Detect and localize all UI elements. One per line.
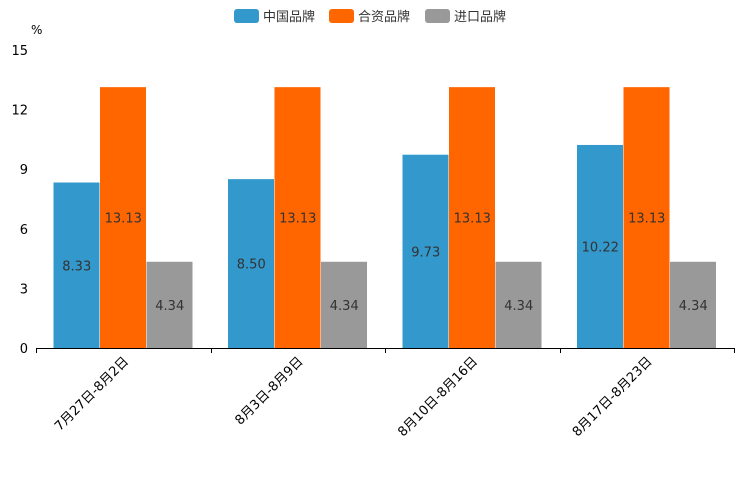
legend-swatch-1 [234, 9, 259, 23]
y-tick-label: 12 [11, 104, 28, 119]
bar-1-3 [402, 154, 449, 348]
legend: 中国品牌 合资品牌 进口品牌 [234, 9, 506, 25]
data-label-3-3: 4.34 [504, 299, 533, 314]
legend-swatch-2 [329, 9, 354, 23]
legend-label-3: 进口品牌 [454, 9, 506, 25]
bar-3-3 [495, 261, 542, 348]
y-tick-label: 3 [20, 282, 28, 297]
x-category-label: 8月10日-8月16日 [395, 354, 481, 440]
data-labels: 8.33 8.50 9.73 10.22 13.13 13.13 13.13 13.13 4.3… [62, 212, 707, 314]
x-category-label: 8月17日-8月23日 [570, 354, 656, 440]
data-label-3-2: 4.34 [330, 299, 359, 314]
data-label-1-3: 9.73 [411, 245, 440, 260]
bar-3-2 [321, 261, 367, 348]
bar-1-1 [53, 182, 100, 348]
x-category-label: 7月27日-8月2日 [52, 354, 132, 434]
bar-2-3 [449, 87, 495, 348]
y-tick-label: 9 [20, 163, 28, 178]
data-label-1-1: 8.33 [62, 259, 91, 274]
data-label-2-3: 13.13 [454, 212, 491, 227]
data-label-3-1: 4.34 [155, 299, 184, 314]
data-label-1-4: 10.22 [582, 240, 619, 255]
legend-label-2: 合资品牌 [358, 9, 410, 25]
data-label-2-1: 13.13 [105, 212, 142, 227]
y-tick-label: 0 [20, 342, 28, 357]
bar-1-2 [228, 179, 274, 348]
bar-3-4 [670, 261, 716, 348]
bar-2-1 [100, 87, 146, 348]
bar-2-4 [623, 87, 670, 348]
data-label-1-2: 8.50 [237, 258, 266, 273]
legend-swatch-3 [425, 9, 450, 23]
data-label-2-2: 13.13 [279, 212, 316, 227]
bar-1-4 [577, 144, 623, 348]
data-label-3-4: 4.34 [679, 299, 708, 314]
y-axis-ticks: 0 3 6 9 12 15 [11, 44, 28, 357]
bar-3-1 [146, 261, 193, 348]
bar-2-2 [274, 87, 321, 348]
bars [53, 87, 716, 348]
x-category-label: 8月3日-8月9日 [232, 354, 306, 428]
y-tick-label: 6 [20, 223, 28, 238]
x-axis-ticks: 7月27日-8月2日 8月3日-8月9日 8月10日-8月16日 8月17日-8月23… [36, 348, 735, 440]
legend-label-1: 中国品牌 [263, 9, 315, 25]
data-label-2-4: 13.13 [628, 212, 665, 227]
y-axis-unit: % [31, 23, 42, 37]
y-tick-label: 15 [11, 44, 28, 59]
